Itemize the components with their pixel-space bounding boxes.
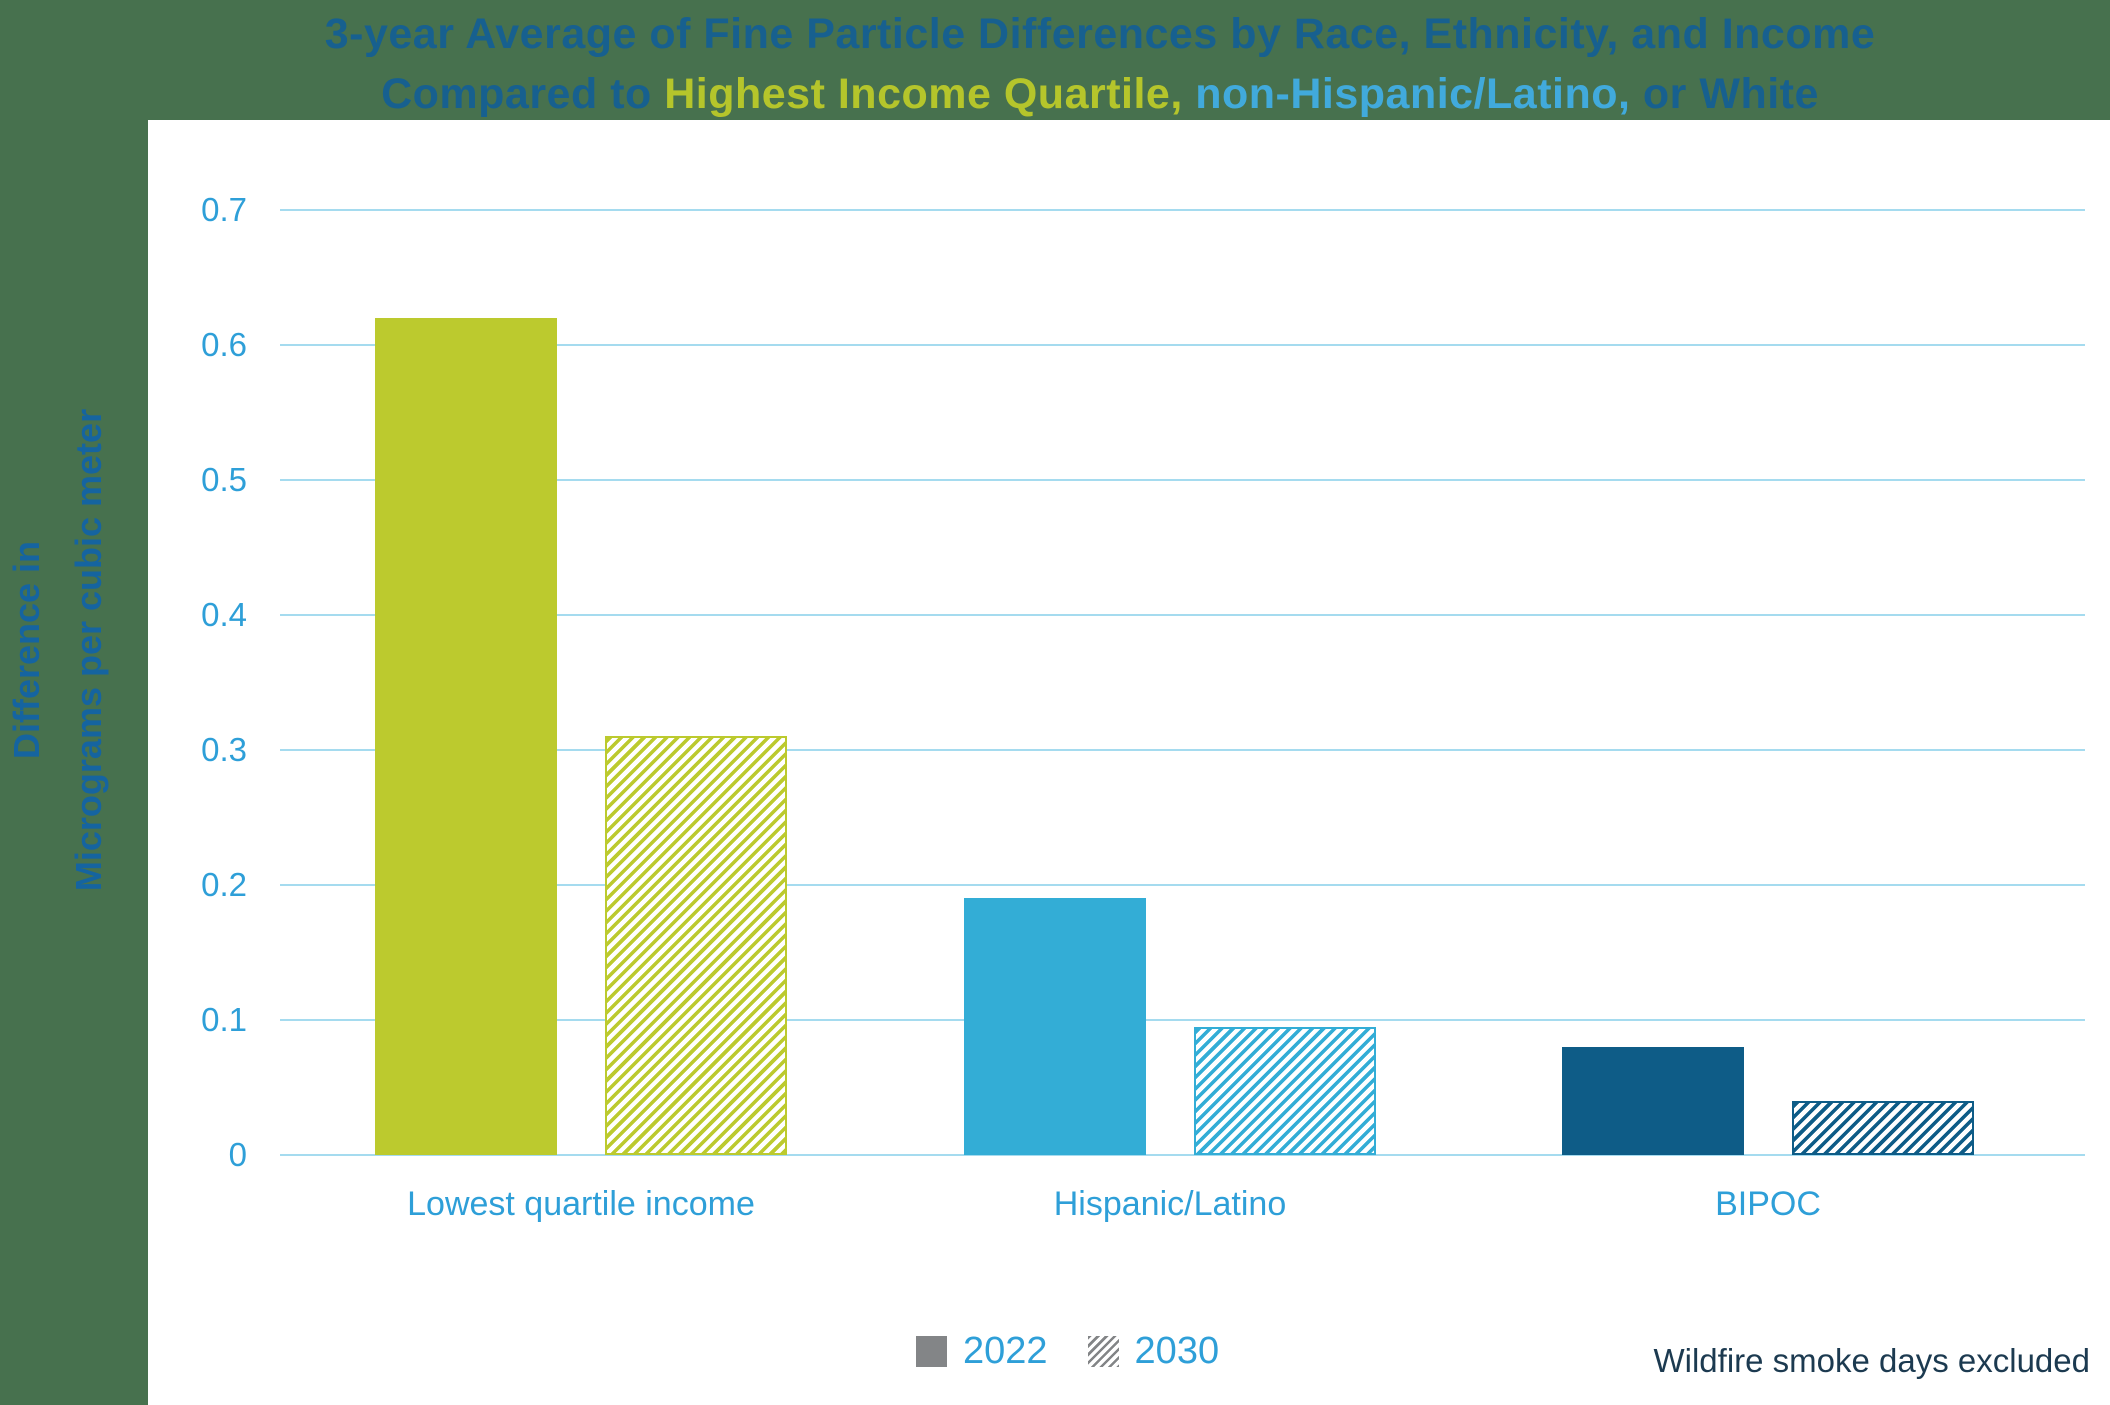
footnote: Wildfire smoke days excluded <box>1653 1342 2090 1379</box>
gridline-0.2 <box>280 884 2085 886</box>
bar-2022-lowest-quartile-income <box>375 318 557 1155</box>
y-tick-label-0.3: 0.3 <box>201 731 247 768</box>
legend: 2022 2030 <box>916 1330 1259 1373</box>
y-axis-title-line1: Difference in <box>6 540 47 760</box>
bar-2022-hispanic-latino <box>964 898 1146 1155</box>
gridline-0.4 <box>280 614 2085 616</box>
chart-title-line2: Compared to Highest Income Quartile, non… <box>95 70 2105 119</box>
legend-label-2022: 2022 <box>963 1330 1048 1372</box>
bar-2022-bipoc <box>1562 1047 1744 1155</box>
chart-title-segment: Compared to <box>381 70 665 118</box>
chart-title-segment: non-Hispanic/Latino, <box>1182 70 1631 118</box>
legend-swatch-solid <box>916 1336 947 1367</box>
bar-2030-bipoc <box>1792 1101 1974 1155</box>
y-tick-label-0.5: 0.5 <box>201 461 247 498</box>
x-axis-label-lowest-quartile-income: Lowest quartile income <box>407 1185 755 1223</box>
x-axis-label-hispanic-latino: Hispanic/Latino <box>1053 1185 1287 1223</box>
gridline-0.6 <box>280 344 2085 346</box>
gridline-0.1 <box>280 1019 2085 1021</box>
bar-2030-lowest-quartile-income <box>605 736 787 1155</box>
y-tick-label-0.4: 0.4 <box>201 596 247 633</box>
legend-swatch-hatched <box>1087 1336 1119 1367</box>
y-tick-label-0.2: 0.2 <box>201 866 247 903</box>
y-tick-label-0.1: 0.1 <box>201 1001 247 1038</box>
chart-title-segment: or White <box>1630 70 1819 118</box>
bar-2030-hispanic-latino <box>1194 1027 1376 1155</box>
y-tick-label-0.6: 0.6 <box>201 326 247 363</box>
gridline-0.3 <box>280 749 2085 751</box>
x-axis-label-bipoc: BIPOC <box>1715 1185 1821 1223</box>
legend-label-2030: 2030 <box>1134 1330 1220 1372</box>
gridline-0.5 <box>280 479 2085 481</box>
chart-title-segment: Highest Income Quartile, <box>664 70 1183 118</box>
y-tick-label-0: 0 <box>228 1136 247 1173</box>
y-tick-label-0.7: 0.7 <box>201 191 247 228</box>
gridline-0.7 <box>280 209 2085 211</box>
gridline-0 <box>280 1154 2085 1156</box>
chart-title-line1: 3-year Average of Fine Particle Differen… <box>324 10 1876 58</box>
